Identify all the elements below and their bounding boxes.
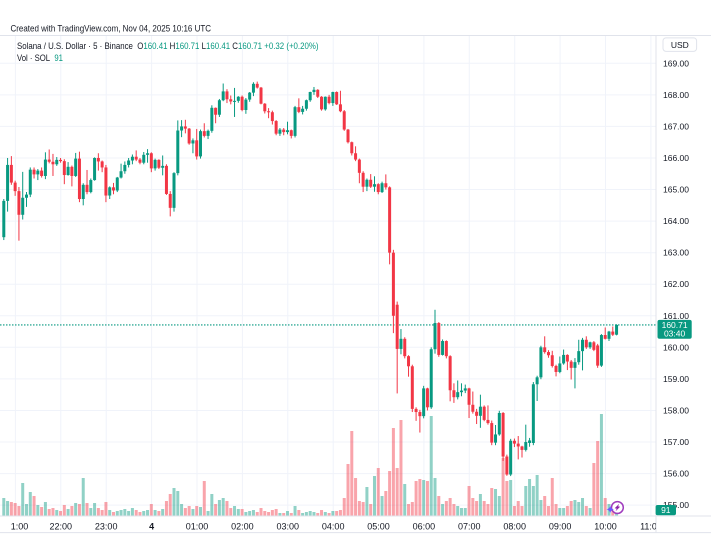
svg-text:04:00: 04:00: [322, 521, 345, 531]
svg-text:168.00: 168.00: [663, 90, 689, 100]
svg-text:06:00: 06:00: [413, 521, 436, 531]
svg-text:161.00: 161.00: [663, 311, 689, 321]
svg-text:09:00: 09:00: [549, 521, 572, 531]
svg-text:10:00: 10:00: [594, 521, 617, 531]
svg-text:156.00: 156.00: [663, 469, 689, 479]
svg-text:160.71: 160.71: [662, 320, 688, 330]
svg-text:USD: USD: [671, 40, 689, 50]
svg-text:Vol · SOL 91: Vol · SOL 91: [17, 53, 63, 64]
svg-text:162.00: 162.00: [663, 279, 689, 289]
svg-text:03:40: 03:40: [664, 329, 686, 339]
svg-text:05:00: 05:00: [367, 521, 390, 531]
svg-text:22:00: 22:00: [50, 521, 73, 531]
svg-text:Solana / U.S. Dollar · 5 · Bin: Solana / U.S. Dollar · 5 · Binance O160.…: [17, 41, 319, 52]
svg-text:155.00: 155.00: [663, 500, 689, 510]
svg-text:159.00: 159.00: [663, 374, 689, 384]
svg-text:157.00: 157.00: [663, 437, 689, 447]
svg-text:08:00: 08:00: [503, 521, 526, 531]
svg-text:Created with TradingView.com,: Created with TradingView.com, Nov 04, 20…: [11, 24, 212, 35]
svg-text:03:00: 03:00: [277, 521, 300, 531]
svg-text:167.00: 167.00: [663, 121, 689, 131]
svg-text:163.00: 163.00: [663, 248, 689, 258]
svg-text:91: 91: [661, 505, 671, 515]
svg-text:164.00: 164.00: [663, 216, 689, 226]
svg-text:160.00: 160.00: [663, 342, 689, 352]
svg-text:1:00: 1:00: [11, 521, 29, 531]
svg-text:166.00: 166.00: [663, 153, 689, 163]
svg-text:23:00: 23:00: [95, 521, 118, 531]
svg-text:11:00: 11:00: [640, 521, 662, 531]
svg-text:01:00: 01:00: [186, 521, 209, 531]
svg-text:169.00: 169.00: [663, 58, 689, 68]
svg-text:02:00: 02:00: [231, 521, 254, 531]
svg-text:158.00: 158.00: [663, 406, 689, 416]
svg-text:4: 4: [149, 521, 154, 531]
svg-text:07:00: 07:00: [458, 521, 481, 531]
svg-text:165.00: 165.00: [663, 185, 689, 195]
